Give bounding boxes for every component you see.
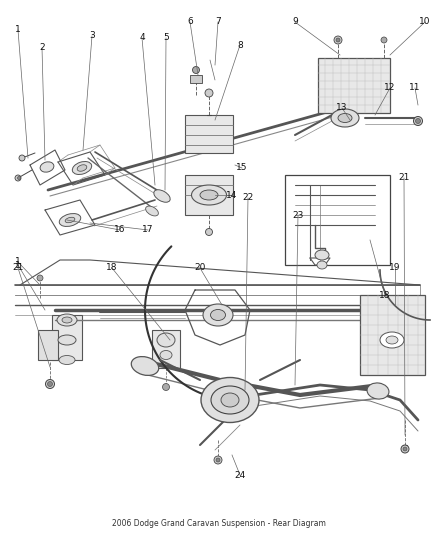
Bar xyxy=(38,330,58,360)
Circle shape xyxy=(47,382,53,386)
Text: 10: 10 xyxy=(419,18,431,27)
Text: 7: 7 xyxy=(215,18,221,27)
Text: 9: 9 xyxy=(292,18,298,27)
Ellipse shape xyxy=(72,161,92,174)
Text: 19: 19 xyxy=(389,263,401,272)
Circle shape xyxy=(403,447,407,451)
Ellipse shape xyxy=(211,386,249,414)
Circle shape xyxy=(336,38,340,42)
Ellipse shape xyxy=(62,317,72,323)
Text: 18: 18 xyxy=(106,263,118,272)
Ellipse shape xyxy=(203,304,233,326)
Text: 12: 12 xyxy=(384,84,396,93)
Ellipse shape xyxy=(77,165,87,171)
Ellipse shape xyxy=(160,351,172,359)
Text: 20: 20 xyxy=(194,263,206,272)
Circle shape xyxy=(15,175,21,181)
Ellipse shape xyxy=(211,310,226,320)
Text: 1: 1 xyxy=(15,26,21,35)
Text: 11: 11 xyxy=(409,84,421,93)
Text: 1: 1 xyxy=(15,261,21,270)
Circle shape xyxy=(214,456,222,464)
Ellipse shape xyxy=(59,356,75,365)
Text: 8: 8 xyxy=(237,41,243,50)
Ellipse shape xyxy=(131,357,159,375)
Text: 2: 2 xyxy=(39,44,45,52)
Text: 5: 5 xyxy=(163,34,169,43)
Ellipse shape xyxy=(367,383,389,399)
Bar xyxy=(52,315,82,360)
Text: 6: 6 xyxy=(187,18,193,27)
Ellipse shape xyxy=(58,335,76,345)
Text: 14: 14 xyxy=(226,190,238,199)
Text: 18: 18 xyxy=(379,290,391,300)
Bar xyxy=(185,115,233,153)
Circle shape xyxy=(19,155,25,161)
Circle shape xyxy=(216,458,220,462)
Text: 22: 22 xyxy=(242,193,254,203)
Circle shape xyxy=(205,89,213,97)
Circle shape xyxy=(18,176,21,180)
Text: 15: 15 xyxy=(236,164,248,173)
Ellipse shape xyxy=(40,162,54,172)
Text: 17: 17 xyxy=(142,225,154,235)
Circle shape xyxy=(37,275,43,281)
Ellipse shape xyxy=(145,206,159,216)
Ellipse shape xyxy=(191,185,226,205)
Ellipse shape xyxy=(57,314,77,326)
Text: 3: 3 xyxy=(89,31,95,41)
Circle shape xyxy=(162,384,170,391)
Circle shape xyxy=(192,67,199,74)
Text: 16: 16 xyxy=(114,225,126,235)
Circle shape xyxy=(416,118,420,124)
Ellipse shape xyxy=(315,250,329,260)
Circle shape xyxy=(381,37,387,43)
Bar xyxy=(285,175,390,265)
Text: 23: 23 xyxy=(292,211,304,220)
Circle shape xyxy=(46,379,54,389)
Text: 4: 4 xyxy=(139,34,145,43)
Ellipse shape xyxy=(331,109,359,127)
Ellipse shape xyxy=(65,217,75,223)
Circle shape xyxy=(413,117,423,125)
Circle shape xyxy=(401,445,409,453)
Ellipse shape xyxy=(317,261,327,269)
Text: 13: 13 xyxy=(336,103,348,112)
Text: 21: 21 xyxy=(12,263,24,272)
Bar xyxy=(360,295,425,375)
Ellipse shape xyxy=(154,190,170,202)
Ellipse shape xyxy=(201,377,259,423)
Circle shape xyxy=(334,36,342,44)
Text: 24: 24 xyxy=(234,471,246,480)
Bar xyxy=(318,58,390,113)
Bar xyxy=(185,175,233,215)
Ellipse shape xyxy=(338,114,352,123)
Bar xyxy=(152,330,180,368)
Ellipse shape xyxy=(157,333,175,347)
Text: 2006 Dodge Grand Caravan Suspension - Rear Diagram: 2006 Dodge Grand Caravan Suspension - Re… xyxy=(112,519,326,528)
Ellipse shape xyxy=(386,336,398,344)
Ellipse shape xyxy=(200,190,218,200)
Ellipse shape xyxy=(221,393,239,407)
Ellipse shape xyxy=(59,214,81,227)
Ellipse shape xyxy=(380,332,404,348)
Circle shape xyxy=(205,229,212,236)
Text: 1: 1 xyxy=(15,257,21,266)
Text: 21: 21 xyxy=(398,174,410,182)
Bar xyxy=(190,75,202,83)
